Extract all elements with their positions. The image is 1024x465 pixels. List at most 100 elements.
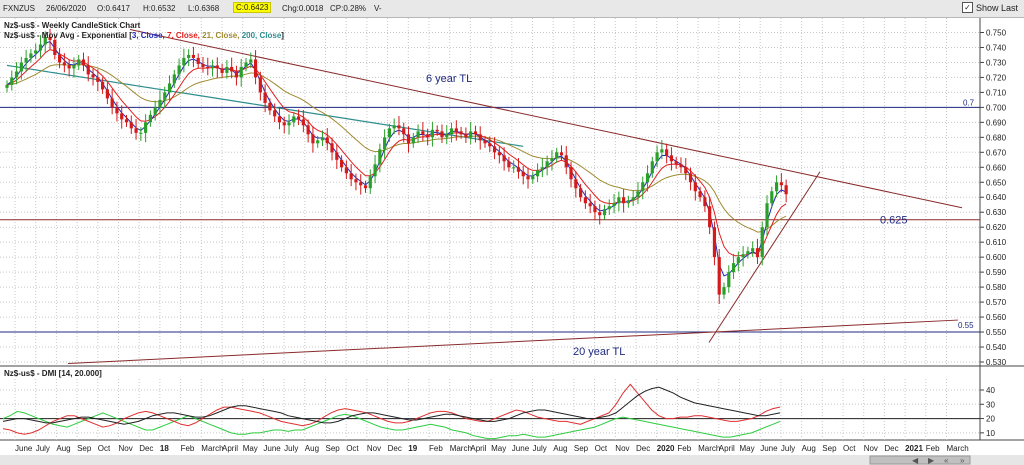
scroll-arrow-icon[interactable]: ◀ (912, 456, 919, 465)
x-tick-label: March (201, 444, 223, 453)
candle (535, 163, 540, 182)
candle (449, 122, 454, 143)
y-tick-label: 0.700 (986, 103, 1007, 112)
candle (220, 63, 224, 78)
chart-title: Nz$-us$ - Weekly CandleStick Chart (4, 21, 141, 30)
candle (492, 137, 497, 160)
candle (191, 46, 196, 68)
twenty-year-trendline (67, 319, 959, 364)
x-tick-label: Aug (553, 444, 567, 453)
candle (669, 147, 674, 171)
candle (325, 128, 329, 151)
candle (426, 128, 430, 146)
candle (665, 143, 669, 164)
dmi-y-tick-label: 40 (986, 386, 995, 395)
ema-legend-item: 21, Close, (202, 31, 242, 40)
candle (29, 48, 33, 63)
candle (316, 135, 320, 148)
show-last-toggle[interactable]: ✓ Show Last (961, 2, 1018, 13)
show-last-checkbox[interactable]: ✓ (961, 2, 973, 13)
candle (550, 150, 554, 171)
candle (296, 109, 301, 126)
candle (96, 69, 100, 92)
candle (416, 124, 420, 144)
y-tick-label: 0.680 (986, 133, 1007, 142)
candle (698, 186, 702, 202)
quote-toolbar: FXNZUS 26/06/2020 O:0.6417 H:0.6532 L:0.… (0, 0, 1024, 18)
candle (717, 249, 721, 304)
candle (263, 84, 267, 113)
candle (679, 157, 683, 173)
y-tick-label: 0.690 (986, 118, 1007, 127)
candle (335, 144, 339, 170)
x-tick-label: June (263, 444, 281, 453)
candle (363, 180, 368, 193)
candle (387, 123, 391, 142)
x-tick-label: April (222, 444, 238, 453)
candle (86, 56, 90, 82)
ema7-line (6, 49, 787, 257)
y-tick-label: 0.570 (986, 298, 1007, 307)
dmi-y-tick-label: 30 (986, 400, 995, 409)
candle (641, 176, 645, 200)
candle (34, 43, 38, 60)
x-tick-label: Feb (429, 444, 443, 453)
view-dropdown[interactable]: V- (374, 4, 382, 13)
candle (249, 52, 253, 69)
candle (631, 190, 635, 206)
candle (507, 156, 511, 172)
candle (383, 129, 387, 159)
candle (287, 114, 291, 135)
candle (239, 58, 243, 87)
x-tick-label: May (491, 444, 506, 453)
candle (48, 28, 52, 50)
candle (282, 116, 286, 134)
scrollbar-thumb[interactable] (869, 455, 971, 465)
candle (38, 35, 43, 58)
candle (607, 199, 611, 215)
candle (206, 57, 210, 76)
x-tick-label: June (15, 444, 33, 453)
scroll-arrow-icon[interactable]: » (960, 456, 965, 465)
candle (445, 125, 449, 145)
rising-support-trendline (708, 171, 821, 343)
x-tick-label: March (450, 444, 472, 453)
x-tick-label: Sep (574, 444, 589, 453)
ema3-line (6, 41, 787, 277)
candle (540, 158, 544, 178)
horizontal-scrollbar[interactable] (0, 455, 1024, 465)
x-tick-label: Sep (822, 444, 837, 453)
candle (774, 175, 779, 197)
candle (598, 204, 602, 225)
candle (120, 105, 124, 129)
candle (478, 126, 482, 150)
candle (602, 204, 607, 220)
x-tick-label: Oct (595, 444, 608, 453)
candle (674, 156, 678, 169)
y-tick-label: 0.660 (986, 163, 1007, 172)
x-tick-label: Feb (677, 444, 691, 453)
candle (435, 125, 439, 136)
scroll-arrow-icon[interactable]: ▶ (928, 456, 935, 465)
candle (129, 115, 133, 135)
ema-legend-item: 7, Close, (167, 31, 202, 40)
scroll-arrow-icon[interactable]: « (944, 456, 949, 465)
candle (760, 221, 764, 266)
candle (244, 57, 248, 72)
candle (349, 163, 353, 187)
ema-legend-item: 3, Close, (132, 31, 167, 40)
x-tick-label: May (740, 444, 755, 453)
x-tick-label: Nov (119, 444, 133, 453)
candle (688, 167, 693, 191)
x-tick-label: Oct (346, 444, 359, 453)
candle (588, 193, 592, 214)
candle (115, 101, 119, 122)
y-tick-label: 0.620 (986, 223, 1007, 232)
y-tick-label: 0.590 (986, 268, 1007, 277)
candle (268, 98, 272, 115)
candle (378, 143, 382, 173)
candle (67, 59, 71, 77)
y-tick-label: 0.630 (986, 208, 1007, 217)
candle (693, 174, 697, 201)
candle (172, 69, 176, 88)
